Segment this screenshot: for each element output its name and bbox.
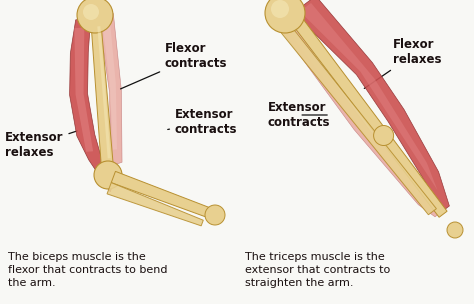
Polygon shape [111,171,211,218]
Circle shape [77,0,113,33]
Polygon shape [74,27,93,152]
Polygon shape [285,21,420,195]
Polygon shape [293,0,449,211]
Polygon shape [278,21,437,215]
Circle shape [447,222,463,238]
Circle shape [265,0,305,33]
Text: Extensor
relaxes: Extensor relaxes [5,131,77,159]
Text: Extensor
contracts: Extensor contracts [268,101,330,129]
Circle shape [374,126,393,146]
Polygon shape [277,15,440,217]
Polygon shape [300,3,438,190]
Text: Flexor
relaxes: Flexor relaxes [365,38,441,88]
Circle shape [271,0,289,18]
Polygon shape [70,19,114,192]
Text: Flexor
contracts: Flexor contracts [120,42,228,89]
Polygon shape [97,26,111,158]
Polygon shape [107,183,203,226]
Polygon shape [101,17,117,150]
Polygon shape [289,13,447,217]
Text: Extensor
contracts: Extensor contracts [168,108,237,136]
Circle shape [83,4,99,20]
Circle shape [205,205,225,225]
Circle shape [94,161,122,189]
Text: The biceps muscle is the
flexor that contracts to bend
the arm.: The biceps muscle is the flexor that con… [8,252,167,288]
Polygon shape [91,23,113,167]
Polygon shape [99,14,122,173]
Text: The triceps muscle is the
extensor that contracts to
straighten the arm.: The triceps muscle is the extensor that … [245,252,390,288]
